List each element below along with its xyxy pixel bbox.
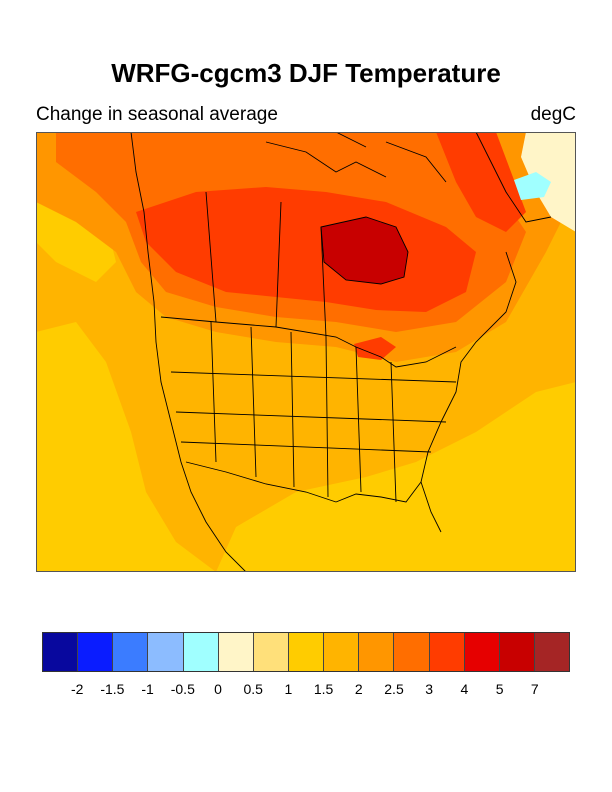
colorbar-swatch bbox=[359, 633, 395, 671]
colorbar-ticks: -2 -1.5 -1 -0.5 0 0.5 1 1.5 2 2.5 3 4 5 7 bbox=[42, 681, 570, 701]
colorbar-swatch bbox=[429, 633, 465, 671]
colorbar-tick-label: -0.5 bbox=[170, 681, 195, 697]
greenland-coast bbox=[475, 132, 552, 223]
colorbar-tick-label: 0 bbox=[214, 681, 222, 697]
hudson-bay-shore bbox=[320, 216, 409, 285]
colorbar-tick-label: 0.5 bbox=[243, 681, 263, 697]
colorbar bbox=[42, 632, 570, 672]
colorbar-swatch bbox=[183, 633, 219, 671]
colorbar-tick-label: 1 bbox=[284, 681, 293, 697]
colorbar-swatch bbox=[218, 633, 254, 671]
colorbar-swatch bbox=[464, 633, 500, 671]
units-label: degC bbox=[530, 104, 576, 125]
colorbar-swatch bbox=[394, 633, 430, 671]
colorbar-tick-label: 1.5 bbox=[313, 681, 334, 697]
colorbar-swatch bbox=[113, 633, 149, 671]
map-frame bbox=[36, 132, 576, 572]
colorbar-swatch bbox=[324, 633, 360, 671]
arctic-islands bbox=[265, 132, 447, 183]
colorbar-swatch bbox=[148, 633, 184, 671]
greenland-ice-cyan bbox=[514, 172, 551, 200]
gulf-band-light bbox=[216, 382, 576, 572]
boundaries bbox=[130, 132, 552, 572]
greenland-west-3 bbox=[436, 132, 526, 232]
chart-title: WRFG-cgcm3 DJF Temperature bbox=[111, 58, 501, 88]
colorbar-tick-label: -1.5 bbox=[100, 681, 125, 697]
colorbar-tick-label: 2 bbox=[354, 681, 363, 697]
us-mexico-border bbox=[185, 461, 337, 503]
colorbar-tick-label: -2 bbox=[70, 681, 84, 697]
coastline-east bbox=[420, 251, 517, 533]
colorbar-swatch bbox=[78, 633, 114, 671]
state-lines-2 bbox=[170, 371, 457, 453]
gulf-coast bbox=[335, 481, 422, 503]
colorbar-swatch bbox=[534, 633, 570, 671]
great-lakes-3 bbox=[354, 337, 396, 360]
colorbar-tick-label: 7 bbox=[530, 681, 539, 697]
canada-provinces bbox=[205, 191, 327, 338]
colorbar-tick-label: -1 bbox=[141, 681, 154, 697]
colorbar-swatch bbox=[43, 633, 79, 671]
temperature-change-map bbox=[36, 132, 576, 572]
pacific-band-light bbox=[36, 322, 216, 572]
state-lines-1 bbox=[210, 321, 397, 503]
coastline-west bbox=[130, 132, 247, 572]
map-svg bbox=[36, 132, 576, 572]
colorbar-swatch bbox=[499, 633, 535, 671]
subtitle-left: Change in seasonal average bbox=[36, 104, 278, 125]
colorbar-tick-label: 4 bbox=[460, 681, 469, 697]
hudson-bay-hotspot bbox=[321, 217, 408, 284]
colorbar-swatch bbox=[253, 633, 289, 671]
colorbar-tick-label: 5 bbox=[495, 681, 504, 697]
colorbar-tick-label: 3 bbox=[425, 681, 434, 697]
colorbar-tick-label: 2.5 bbox=[384, 681, 404, 697]
colorbar-swatch bbox=[288, 633, 325, 671]
